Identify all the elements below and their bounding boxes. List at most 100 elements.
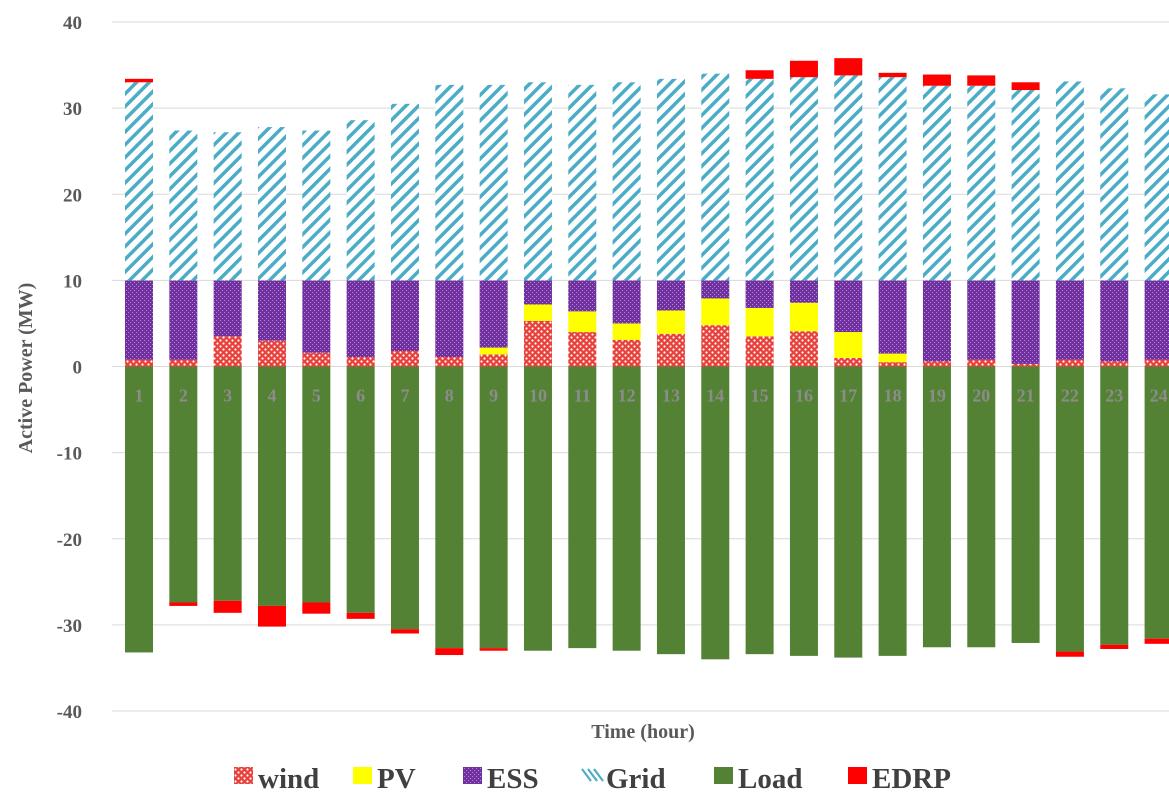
bar-ess-9 xyxy=(479,280,508,348)
bar-ess-24 xyxy=(1144,280,1169,360)
bar-grid-2 xyxy=(169,130,198,281)
bar-wind-5 xyxy=(302,352,331,367)
bar-wind-24 xyxy=(1144,359,1169,367)
bar-grid-16 xyxy=(789,77,818,281)
bar-grid-10 xyxy=(523,82,552,281)
bar-load-12 xyxy=(612,366,641,651)
bar-pv-16 xyxy=(789,302,818,332)
y-tick-label: 40 xyxy=(63,13,82,34)
bar-wind-2 xyxy=(169,359,198,367)
bar-wind-22 xyxy=(1055,359,1084,367)
bar-load-20 xyxy=(967,366,996,648)
legend-swatch-grid xyxy=(581,768,604,782)
bar-ess-12 xyxy=(612,280,641,324)
bar-ess-8 xyxy=(435,280,464,358)
bar-edrp-2 xyxy=(169,602,198,606)
y-tick-label: 10 xyxy=(63,271,82,292)
bar-grid-24 xyxy=(1144,94,1169,281)
legend-label-load: Load xyxy=(738,763,802,795)
bar-wind-23 xyxy=(1100,361,1129,367)
bar-edrp-5 xyxy=(302,602,331,614)
bar-ess-6 xyxy=(346,280,375,358)
x-axis-title: Time (hour) xyxy=(591,721,695,743)
bar-wind-7 xyxy=(390,350,419,367)
bar-grid-4 xyxy=(257,127,286,281)
x-tick-label: 24 xyxy=(1150,386,1168,406)
bar-edrp-4 xyxy=(257,605,286,627)
bar-ess-17 xyxy=(834,280,863,333)
x-tick-label: 15 xyxy=(751,386,769,406)
bar-load-10 xyxy=(523,366,552,651)
bar-ess-16 xyxy=(789,280,818,303)
bar-wind-9 xyxy=(479,354,508,367)
bar-pv-18 xyxy=(878,353,907,363)
legend-label-wind: wind xyxy=(258,763,319,795)
x-tick-label: 17 xyxy=(839,386,857,406)
x-tick-label: 20 xyxy=(972,386,990,406)
bar-pv-15 xyxy=(745,307,774,337)
bar-ess-11 xyxy=(568,280,597,312)
legend-swatch-ess xyxy=(463,767,482,784)
bar-grid-7 xyxy=(390,103,419,281)
bar-grid-6 xyxy=(346,120,375,281)
x-tick-label: 11 xyxy=(574,386,591,406)
bar-wind-11 xyxy=(568,332,597,367)
bar-wind-12 xyxy=(612,339,641,367)
bar-wind-1 xyxy=(125,359,153,367)
legend-swatch-pv xyxy=(353,767,372,784)
y-tick-label: -30 xyxy=(57,616,82,637)
legend: wind PV ESS Grid Load EDRP xyxy=(234,763,951,795)
bar-wind-3 xyxy=(213,336,242,367)
x-tick-label: 23 xyxy=(1105,386,1123,406)
bar-edrp-17 xyxy=(834,58,863,76)
x-tick-label: 13 xyxy=(662,386,680,406)
bar-edrp-15 xyxy=(745,70,774,79)
bar-grid-20 xyxy=(967,85,996,281)
x-tick-label: 16 xyxy=(795,386,813,406)
bar-grid-11 xyxy=(568,84,597,281)
legend-swatch-edrp xyxy=(848,767,867,784)
legend-label-ess: ESS xyxy=(487,763,539,795)
y-tick-label: -20 xyxy=(57,530,82,551)
y-tick-label: -10 xyxy=(57,444,82,465)
bar-grid-19 xyxy=(922,85,951,281)
x-tick-label: 8 xyxy=(445,386,454,406)
bar-grid-5 xyxy=(302,130,331,281)
bar-pv-10 xyxy=(523,304,552,321)
bar-ess-18 xyxy=(878,280,907,354)
bar-load-13 xyxy=(656,366,685,655)
bar-load-6 xyxy=(346,366,375,613)
bar-pv-12 xyxy=(612,323,641,340)
bar-load-5 xyxy=(302,366,331,603)
x-tick-label: 9 xyxy=(489,386,498,406)
bar-ess-20 xyxy=(967,280,996,360)
bar-load-19 xyxy=(922,366,951,648)
y-axis-title: Active Power (MW) xyxy=(15,283,37,454)
bar-ess-1 xyxy=(125,280,153,360)
category-labels: 1 2 3 4 5 6 7 8 9 10 11 12 13 14 15 16 17 18 19 20 21 22 23 24 xyxy=(135,386,1168,406)
bar-edrp-20 xyxy=(967,75,996,86)
bar-wind-16 xyxy=(789,331,818,367)
bar-load-15 xyxy=(745,366,774,655)
x-tick-label: 18 xyxy=(884,386,902,406)
bar-wind-21 xyxy=(1011,363,1040,367)
bar-ess-4 xyxy=(257,280,286,341)
bar-load-17 xyxy=(834,366,863,658)
bar-edrp-6 xyxy=(346,612,375,619)
bar-load-1 xyxy=(125,366,153,653)
bar-wind-20 xyxy=(967,359,996,367)
x-tick-label: 12 xyxy=(618,386,636,406)
bar-edrp-18 xyxy=(878,72,907,78)
y-tick-label: 0 xyxy=(73,358,83,379)
y-tick-label: -40 xyxy=(57,702,82,723)
bar-wind-13 xyxy=(656,333,685,367)
bar-edrp-16 xyxy=(789,60,818,78)
bar-load-9 xyxy=(479,366,508,649)
legend-swatch-load xyxy=(714,767,733,784)
bar-wind-18 xyxy=(878,362,907,367)
bar-grid-21 xyxy=(1011,90,1040,281)
bar-edrp-7 xyxy=(390,629,419,634)
bar-ess-3 xyxy=(213,280,242,337)
bar-grid-15 xyxy=(745,78,774,281)
legend-label-edrp: EDRP xyxy=(872,763,951,795)
